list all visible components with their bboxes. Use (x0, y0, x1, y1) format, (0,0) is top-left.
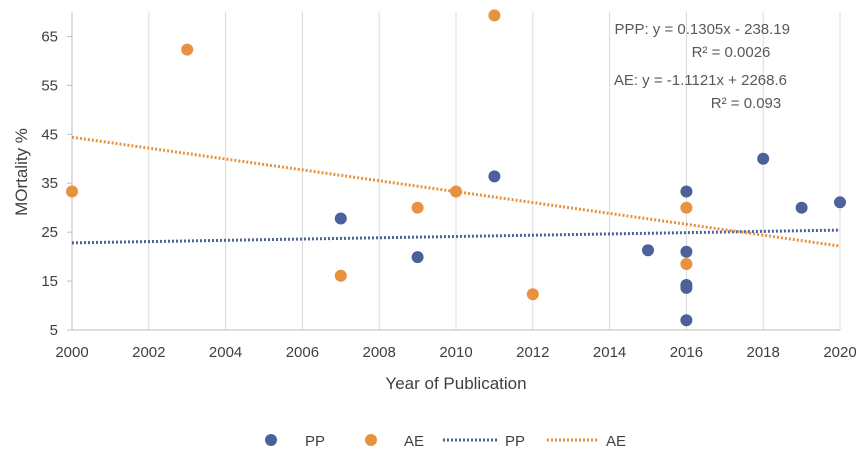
y-tick-label: 25 (41, 224, 58, 241)
data-point-ae (680, 201, 693, 214)
y-tick-label: 45 (41, 126, 58, 143)
y-axis-title: MOrtality % (12, 128, 31, 216)
legend: PP AE PP AE (265, 433, 626, 450)
data-point-ae (66, 185, 78, 198)
y-tick-label: 5 (50, 322, 58, 339)
data-point-ae (181, 43, 194, 56)
legend-marker-pp (265, 434, 277, 446)
x-tick-label: 2000 (55, 344, 88, 361)
y-tick-label: 55 (41, 77, 58, 94)
data-point-pp (488, 170, 501, 183)
pp-trend-r2: R² = 0.0026 (692, 44, 771, 61)
x-tick-label: 2004 (209, 344, 242, 361)
axes (71, 12, 840, 331)
data-point-pp (795, 201, 808, 214)
data-point-pp (680, 245, 693, 258)
data-point-ae (411, 201, 424, 214)
y-axis-ticks: 5 15 25 35 45 55 65 (41, 28, 72, 339)
ae-trend-r2: R² = 0.093 (711, 95, 781, 112)
data-point-pp (680, 314, 693, 327)
data-point-pp (834, 196, 846, 209)
y-tick-label: 35 (41, 175, 58, 192)
x-tick-label: 2020 (823, 344, 856, 361)
x-tick-label: 2016 (670, 344, 703, 361)
data-point-ae (450, 185, 462, 198)
legend-label-pp-trend: PP (505, 433, 525, 450)
x-tick-label: 2014 (593, 344, 626, 361)
trendline-pp (71, 228, 841, 245)
x-axis-ticks: 2000 2002 2004 2006 2008 2010 2012 2014 2016 2018… (55, 344, 856, 361)
pp-trend-equation: PPP: y = 0.1305x - 238.19 (614, 21, 790, 38)
y-tick-label: 65 (41, 28, 58, 45)
grid-lines (71, 12, 841, 330)
legend-label-pp: PP (305, 433, 325, 450)
x-tick-label: 2008 (363, 344, 396, 361)
data-point-pp (680, 185, 693, 198)
trendlines (71, 135, 841, 248)
data-points (66, 9, 846, 327)
ae-trend-equation: AE: y = -1.1121x + 2268.6 (614, 72, 787, 89)
data-point-ae (334, 269, 347, 282)
x-tick-label: 2018 (747, 344, 780, 361)
data-point-pp (680, 281, 693, 294)
x-tick-label: 2010 (439, 344, 472, 361)
data-point-pp (642, 244, 654, 257)
data-point-ae (680, 257, 693, 270)
x-tick-label: 2002 (132, 344, 165, 361)
data-point-pp (334, 212, 347, 225)
data-point-ae (488, 9, 501, 22)
trendline-ae (71, 135, 841, 248)
data-point-pp (757, 152, 770, 165)
data-point-ae (526, 288, 539, 301)
x-tick-label: 2006 (286, 344, 319, 361)
legend-label-ae: AE (404, 433, 424, 450)
x-tick-label: 2012 (516, 344, 549, 361)
y-tick-label: 15 (41, 273, 58, 290)
legend-marker-ae (365, 434, 377, 446)
data-point-pp (411, 251, 424, 264)
x-axis-title: Year of Publication (385, 374, 526, 393)
legend-label-ae-trend: AE (606, 433, 626, 450)
